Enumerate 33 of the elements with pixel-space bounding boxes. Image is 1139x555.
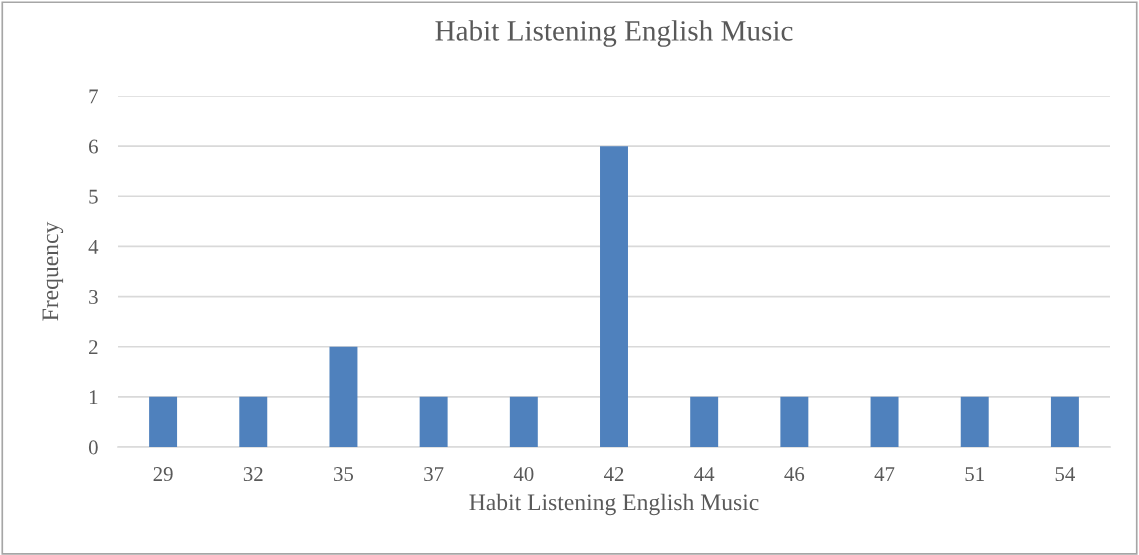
bar: [149, 396, 178, 447]
bar: [329, 346, 358, 447]
x-tick-label: 35: [334, 467, 354, 482]
x-tick-label: 46: [784, 467, 805, 482]
y-tick-label: 0: [88, 440, 98, 455]
y-tick-label: 6: [89, 139, 98, 154]
y-tick-label: 1: [89, 390, 98, 405]
y-tick-label: 3: [89, 290, 98, 304]
bar: [509, 396, 538, 447]
chart-title: Habit Listening English Music: [435, 20, 793, 47]
x-tick-label: 54: [1055, 467, 1075, 482]
x-tick-label: 42: [603, 467, 624, 481]
x-tick-label: 47: [874, 467, 895, 481]
bar: [690, 396, 719, 447]
bar: [1050, 396, 1079, 447]
x-tick-label: 51: [965, 467, 984, 482]
y-tick-label: 2: [89, 340, 98, 354]
x-tick-label: 40: [513, 467, 534, 482]
x-axis-title: Habit Listening English Music: [469, 493, 759, 516]
bar: [600, 146, 628, 447]
bar: [239, 396, 268, 447]
y-tick-label: 5: [89, 189, 98, 204]
y-tick-label: 7: [89, 89, 98, 104]
y-tick-label: 4: [88, 239, 99, 254]
bar: [419, 396, 448, 447]
y-axis-title: Frequency: [42, 221, 64, 321]
x-tick-label: 37: [424, 467, 444, 482]
x-tick-label: 29: [153, 467, 173, 482]
x-tick-label: 32: [243, 467, 263, 482]
bar: [780, 396, 809, 447]
x-tick-label: 44: [694, 467, 715, 481]
bar: [870, 396, 899, 447]
bar: [960, 396, 989, 447]
